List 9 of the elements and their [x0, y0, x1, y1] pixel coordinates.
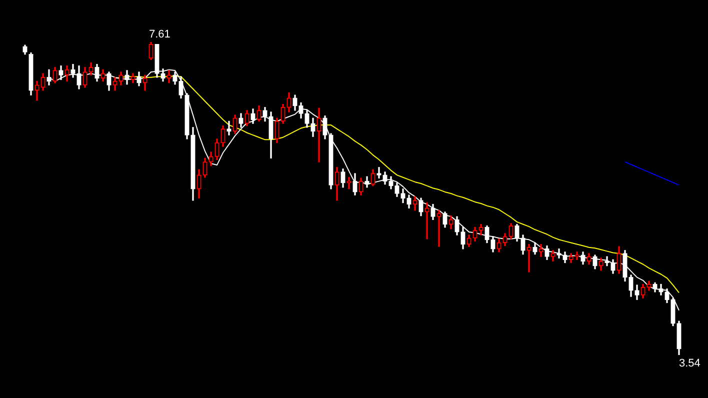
candlestick: [436, 210, 442, 247]
candlestick: [346, 177, 352, 190]
candlestick: [424, 202, 430, 240]
candlestick: [604, 256, 610, 266]
text: 7.61: [149, 28, 170, 41]
candlestick: [526, 244, 532, 272]
candlestick: [226, 120, 232, 136]
candlestick: [316, 108, 322, 162]
text: 3.54: [679, 358, 700, 370]
